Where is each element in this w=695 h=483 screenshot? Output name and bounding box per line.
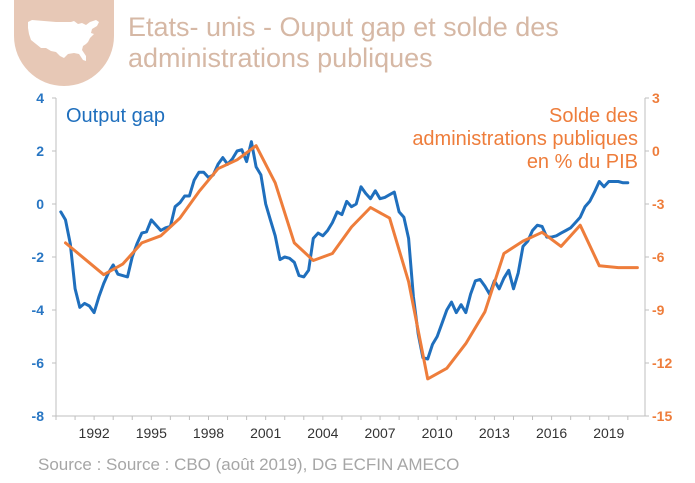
title-line-2: administrations publiques	[128, 43, 433, 73]
chart-svg: -8 -6 -4 -2 0 2 4 -15 -12 -9 -6 -3 0 3 1992 1995 1998 200…	[32, 90, 673, 441]
x-tick-label: 1992	[79, 425, 110, 441]
y-right-tick-label: -3	[652, 196, 665, 212]
y-left-tick-label: -8	[32, 408, 45, 424]
y-right-tick-label: -9	[652, 302, 665, 318]
solde-label-line: en % du PIB	[527, 151, 638, 173]
output-gap-label: Output gap	[66, 105, 165, 127]
y-right-tick-label: 0	[652, 143, 660, 159]
x-tick-label: 2007	[364, 425, 395, 441]
usa-map-icon	[28, 20, 99, 61]
y-left-tick-label: 4	[36, 90, 44, 106]
x-tick-label: 2004	[307, 425, 338, 441]
x-tick-label: 1998	[193, 425, 224, 441]
x-tick-label: 2001	[250, 425, 281, 441]
title-line-1: Etats- unis - Ouput gap et solde des	[128, 12, 559, 42]
solde-line	[64, 144, 639, 381]
y-right-tick-label: 3	[652, 90, 660, 106]
x-tick-label: 2016	[536, 425, 567, 441]
y-right-tick-label: -15	[652, 408, 672, 424]
output-gap-line	[59, 140, 630, 361]
y-left-tick-label: -2	[32, 249, 45, 265]
x-tick-label: 2010	[422, 425, 453, 441]
y-left-tick-label: 0	[36, 196, 44, 212]
y-right-tick-label: -12	[652, 355, 672, 371]
source-note: Source : Source : CBO (août 2019), DG EC…	[38, 455, 460, 474]
chart: -8 -6 -4 -2 0 2 4 -15 -12 -9 -6 -3 0 3 1992 1995 1998 200…	[0, 84, 695, 454]
country-badge	[14, 0, 114, 86]
y-left-tick-label: 2	[36, 143, 44, 159]
chart-title: Etats- unis - Ouput gap et solde des adm…	[128, 12, 688, 74]
y-right-tick-label: -6	[652, 249, 665, 265]
solde-label-line: administrations publiques	[412, 128, 638, 150]
y-left-tick-label: -4	[32, 302, 45, 318]
y-left-tick-label: -6	[32, 355, 45, 371]
x-tick-label: 2019	[593, 425, 624, 441]
x-tick-label: 1995	[136, 425, 167, 441]
x-tick-label: 2013	[479, 425, 510, 441]
header	[0, 0, 695, 84]
solde-label-line: Solde des	[549, 105, 638, 127]
